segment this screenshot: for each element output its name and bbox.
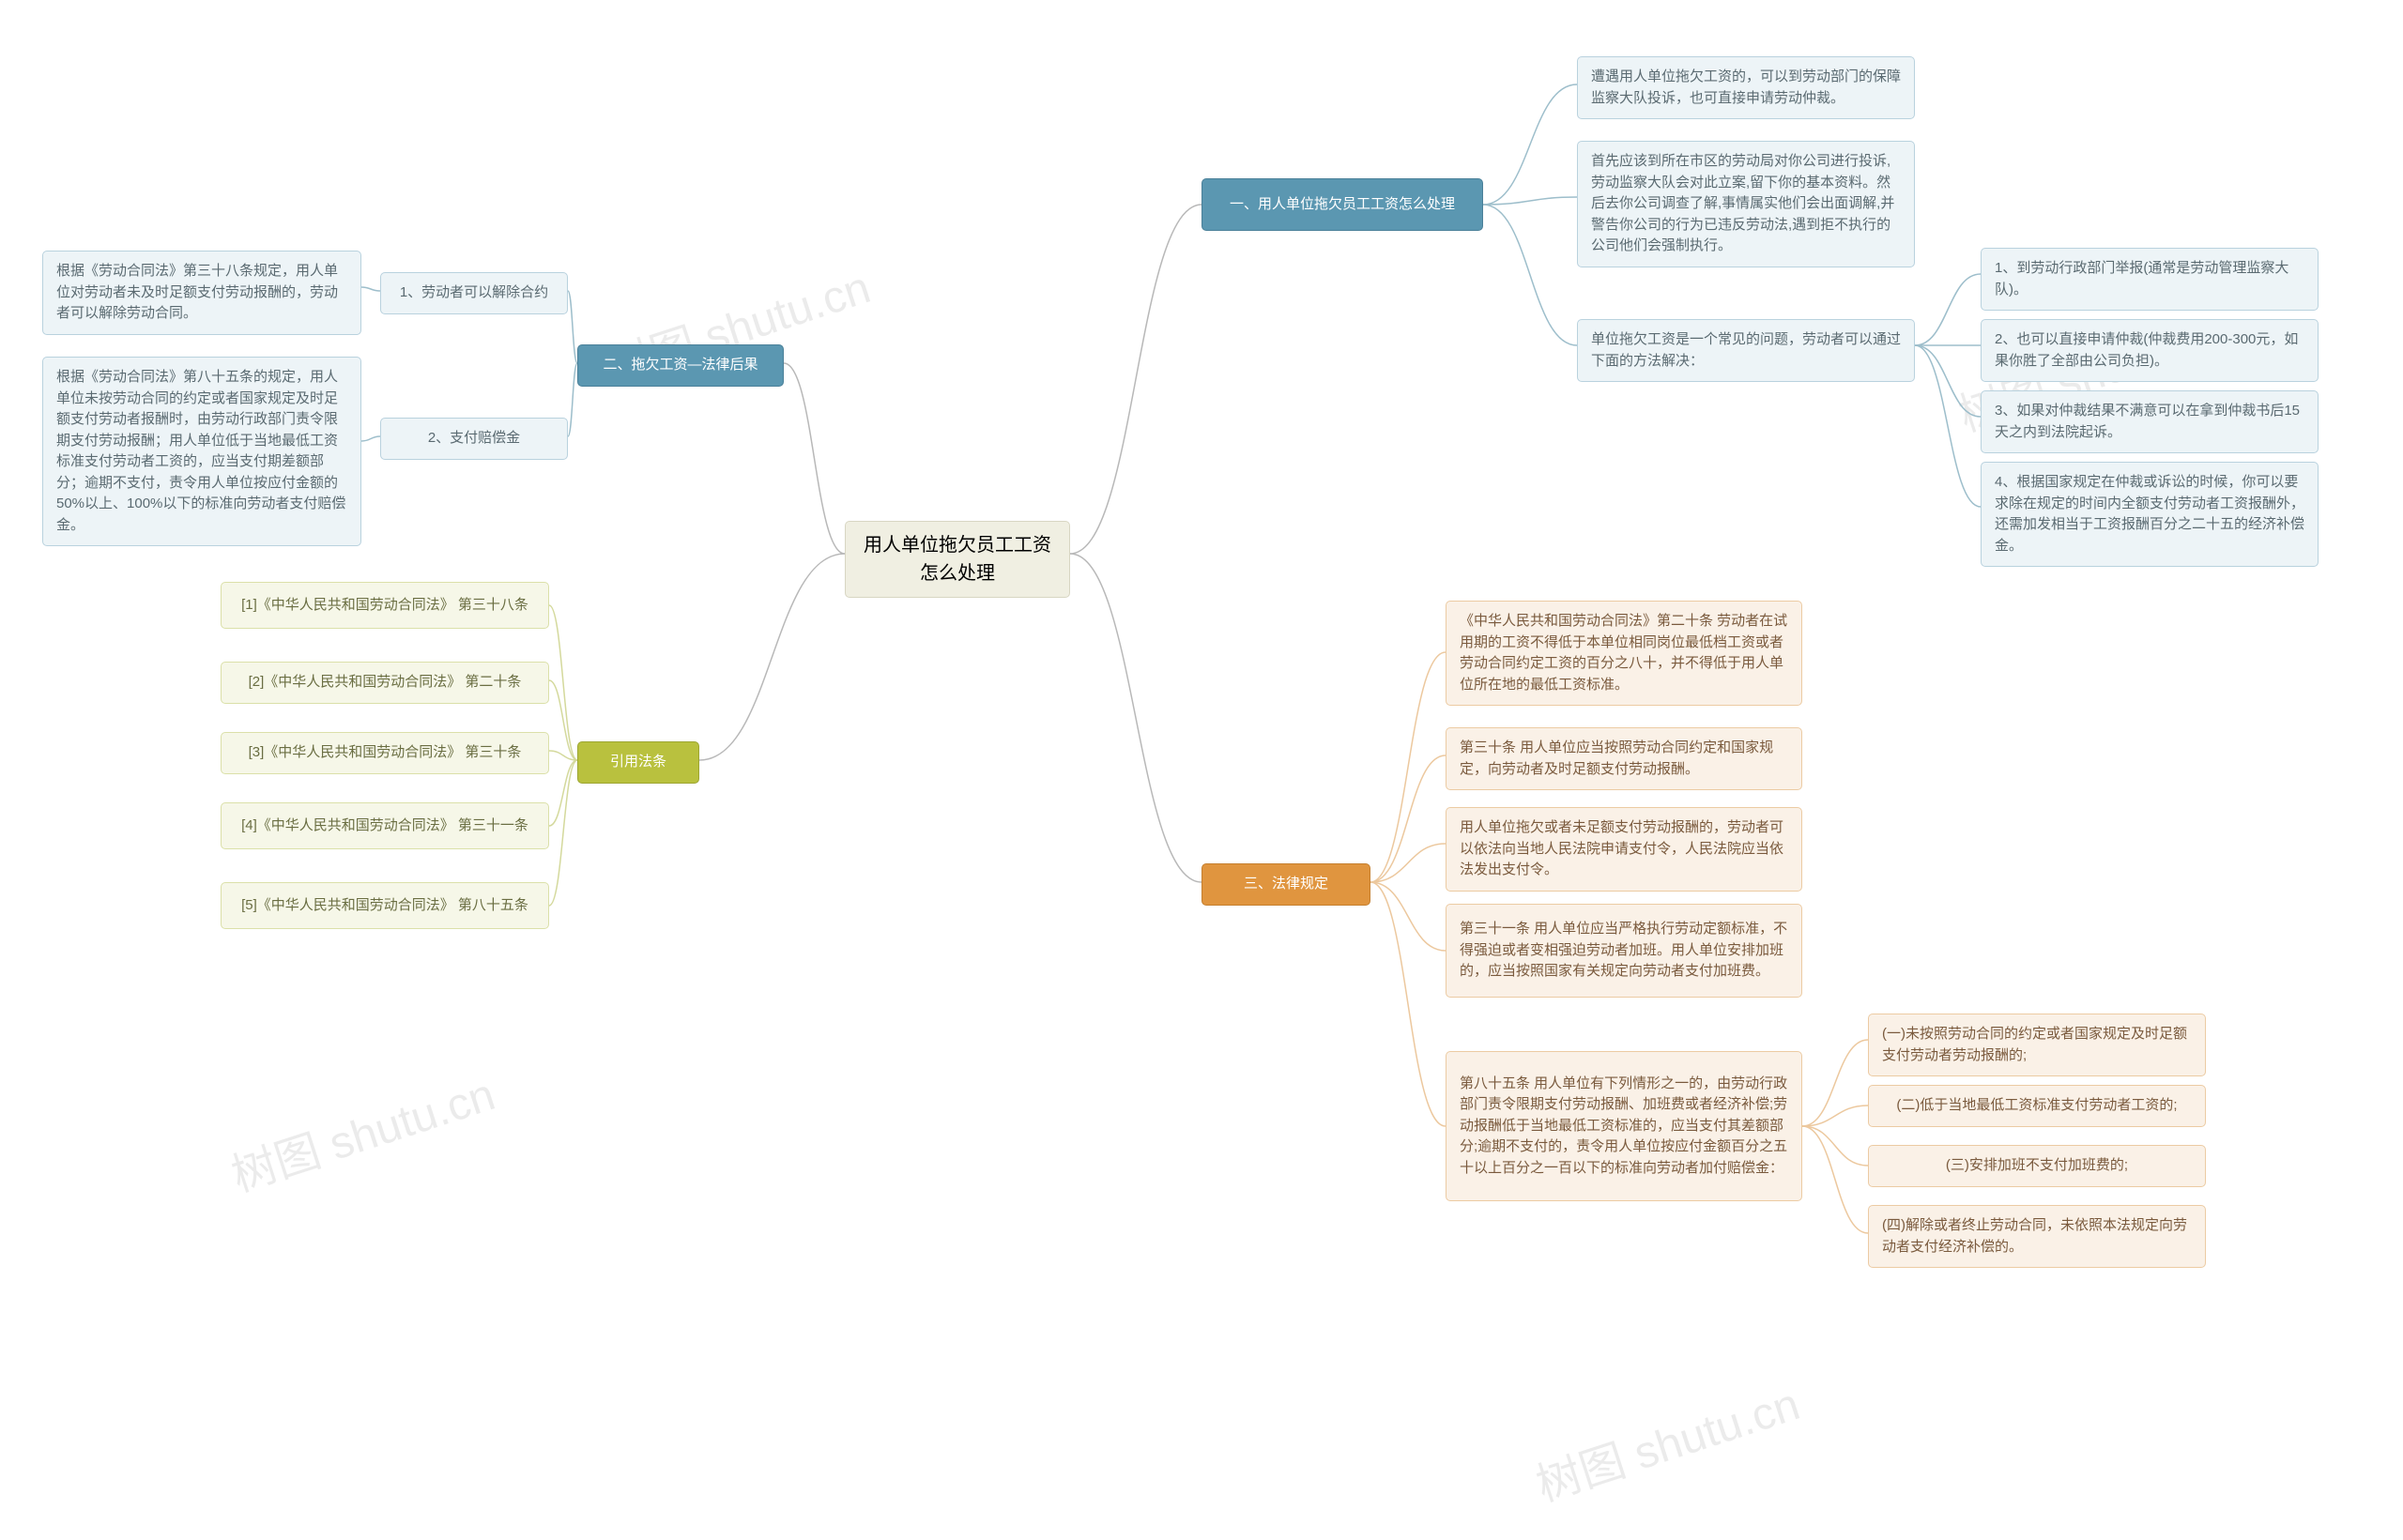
branch-3: 三、法律规定: [1202, 863, 1370, 906]
branch-1-sub-2: 3、如果对仲裁结果不满意可以在拿到仲裁书后15天之内到法院起诉。: [1981, 390, 2319, 453]
branch-3-item-0: 《中华人民共和国劳动合同法》第二十条 劳动者在试用期的工资不得低于本单位相同岗位…: [1446, 601, 1802, 706]
branch-4-item-4: [5]《中华人民共和国劳动合同法》 第八十五条: [221, 882, 549, 929]
watermark: 树图 shutu.cn: [222, 1058, 501, 1204]
branch-1-sub-0: 1、到劳动行政部门举报(通常是劳动管理监察大队)。: [1981, 248, 2319, 311]
mindmap-canvas: 树图 shutu.cn 树图 shutu.cn 树图 shutu.cn 树图 s…: [0, 0, 2403, 1540]
branch-2-label-0: 1、劳动者可以解除合约: [380, 272, 568, 314]
branch-2-label-1: 2、支付赔偿金: [380, 418, 568, 460]
root-node: 用人单位拖欠员工工资怎么处理: [845, 521, 1070, 598]
branch-4-item-0: [1]《中华人民共和国劳动合同法》 第三十八条: [221, 582, 549, 629]
branch-1-sub-3: 4、根据国家规定在仲裁或诉讼的时候，你可以要求除在规定的时间内全额支付劳动者工资…: [1981, 462, 2319, 567]
branch-4-item-1: [2]《中华人民共和国劳动合同法》 第二十条: [221, 662, 549, 704]
branch-4-item-3: [4]《中华人民共和国劳动合同法》 第三十一条: [221, 802, 549, 849]
branch-4-item-2: [3]《中华人民共和国劳动合同法》 第三十条: [221, 732, 549, 774]
branch-1-item-0: 遭遇用人单位拖欠工资的，可以到劳动部门的保障监察大队投诉，也可直接申请劳动仲裁。: [1577, 56, 1915, 119]
branch-2: 二、拖欠工资—法律后果: [577, 344, 784, 387]
branch-3-sub-3: (四)解除或者终止劳动合同，未依照本法规定向劳动者支付经济补偿的。: [1868, 1205, 2206, 1268]
branch-2-detail-0: 根据《劳动合同法》第三十八条规定，用人单位对劳动者未及时足额支付劳动报酬的，劳动…: [42, 251, 361, 335]
branch-3-sub-1: (二)低于当地最低工资标准支付劳动者工资的;: [1868, 1085, 2206, 1127]
branch-4: 引用法条: [577, 741, 699, 784]
branch-3-sub-0: (一)未按照劳动合同的约定或者国家规定及时足额支付劳动者劳动报酬的;: [1868, 1014, 2206, 1076]
branch-1-sub: 单位拖欠工资是一个常见的问题，劳动者可以通过下面的方法解决：: [1577, 319, 1915, 382]
branch-3-item-3: 第三十一条 用人单位应当严格执行劳动定额标准，不得强迫或者变相强迫劳动者加班。用…: [1446, 904, 1802, 998]
branch-1-item-1: 首先应该到所在市区的劳动局对你公司进行投诉,劳动监察大队会对此立案,留下你的基本…: [1577, 141, 1915, 267]
branch-2-detail-1: 根据《劳动合同法》第八十五条的规定，用人单位未按劳动合同的约定或者国家规定及时足…: [42, 357, 361, 546]
branch-1: 一、用人单位拖欠员工工资怎么处理: [1202, 178, 1483, 231]
branch-3-sub-2: (三)安排加班不支付加班费的;: [1868, 1145, 2206, 1187]
branch-3-item-2: 用人单位拖欠或者未足额支付劳动报酬的，劳动者可以依法向当地人民法院申请支付令，人…: [1446, 807, 1802, 892]
watermark: 树图 shutu.cn: [1526, 1367, 1806, 1514]
branch-1-sub-1: 2、也可以直接申请仲裁(仲裁费用200-300元，如果你胜了全部由公司负担)。: [1981, 319, 2319, 382]
branch-3-sub: 第八十五条 用人单位有下列情形之一的，由劳动行政部门责令限期支付劳动报酬、加班费…: [1446, 1051, 1802, 1201]
branch-3-item-1: 第三十条 用人单位应当按照劳动合同约定和国家规定，向劳动者及时足额支付劳动报酬。: [1446, 727, 1802, 790]
